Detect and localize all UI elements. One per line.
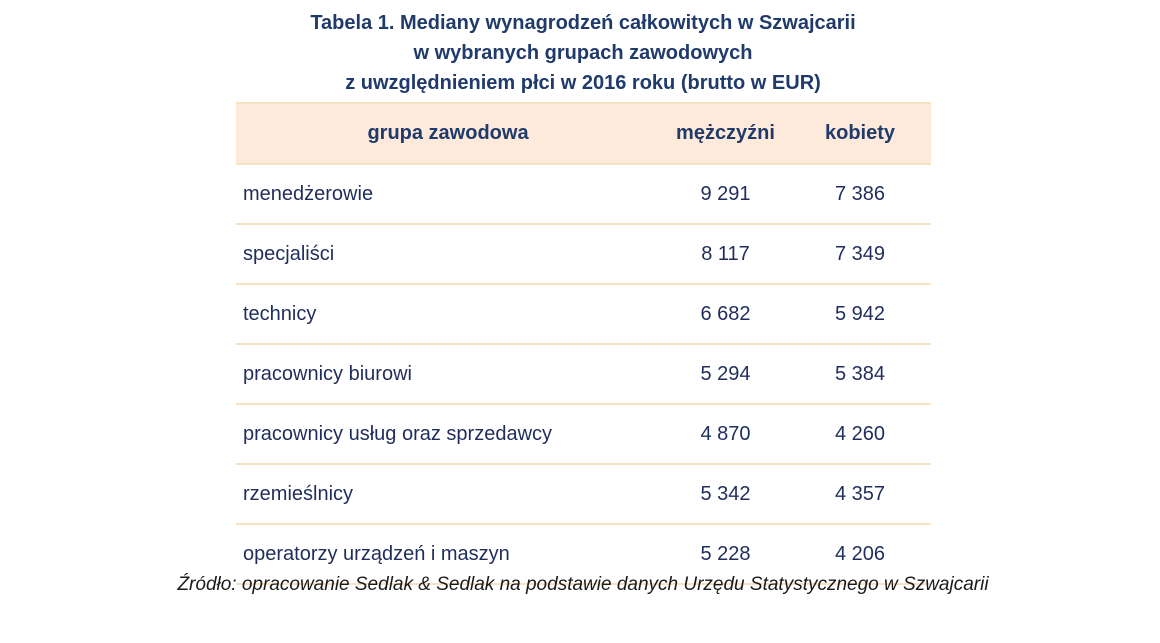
cell-group: pracownicy biurowi <box>243 362 412 385</box>
title-line-3: z uwzględnieniem płci w 2016 roku (brutt… <box>345 72 821 94</box>
cell-group: technicy <box>243 302 317 325</box>
table-row: rzemieślnicy 5 342 4 357 <box>236 465 931 525</box>
cell-group: menedżerowie <box>243 182 374 205</box>
title-line-2: w wybranych grupach zawodowych <box>413 42 753 64</box>
table-row: technicy 6 682 5 942 <box>236 285 931 345</box>
header-group: grupa zawodowa <box>367 122 529 144</box>
header-men: mężczyźni <box>676 122 775 144</box>
cell-men: 5 342 <box>700 482 751 505</box>
cell-group: rzemieślnicy <box>243 482 354 505</box>
table-title: Tabela 1. Mediany wynagrodzeń całkowityc… <box>0 8 1160 98</box>
cell-women: 7 349 <box>834 242 886 265</box>
cell-women: 7 386 <box>834 182 886 205</box>
cell-men: 8 117 <box>701 242 750 265</box>
cell-women: 4 357 <box>834 482 886 505</box>
header-women: kobiety <box>824 122 896 144</box>
cell-women: 5 384 <box>834 362 886 385</box>
cell-men: 9 291 <box>700 182 751 205</box>
table-header-row: grupa zawodowa mężczyźni kobiety <box>236 102 931 165</box>
cell-men: 6 682 <box>700 302 751 325</box>
cell-group: specjaliści <box>243 242 335 265</box>
cell-women: 4 206 <box>834 542 886 565</box>
cell-men: 5 294 <box>700 362 751 385</box>
table-row: pracownicy biurowi 5 294 5 384 <box>236 345 931 405</box>
table-row: menedżerowie 9 291 7 386 <box>236 165 931 225</box>
cell-group: operatorzy urządzeń i maszyn <box>243 542 510 565</box>
cell-women: 5 942 <box>834 302 886 325</box>
table-row: operatorzy urządzeń i maszyn 5 228 4 206 <box>236 525 931 585</box>
cell-women: 4 260 <box>834 422 886 445</box>
table-row: pracownicy usług oraz sprzedawcy 4 870 4… <box>236 405 931 465</box>
cell-group: pracownicy usług oraz sprzedawcy <box>243 422 553 445</box>
table-row: specjaliści 8 117 7 349 <box>236 225 931 285</box>
source-note: Źródło: opracowanie Sedlak & Sedlak na p… <box>177 574 989 595</box>
cell-men: 5 228 <box>700 542 751 565</box>
cell-men: 4 870 <box>700 422 751 445</box>
salary-table: grupa zawodowa mężczyźni kobiety menedże… <box>236 102 931 585</box>
title-line-1: Tabela 1. Mediany wynagrodzeń całkowityc… <box>310 12 856 34</box>
